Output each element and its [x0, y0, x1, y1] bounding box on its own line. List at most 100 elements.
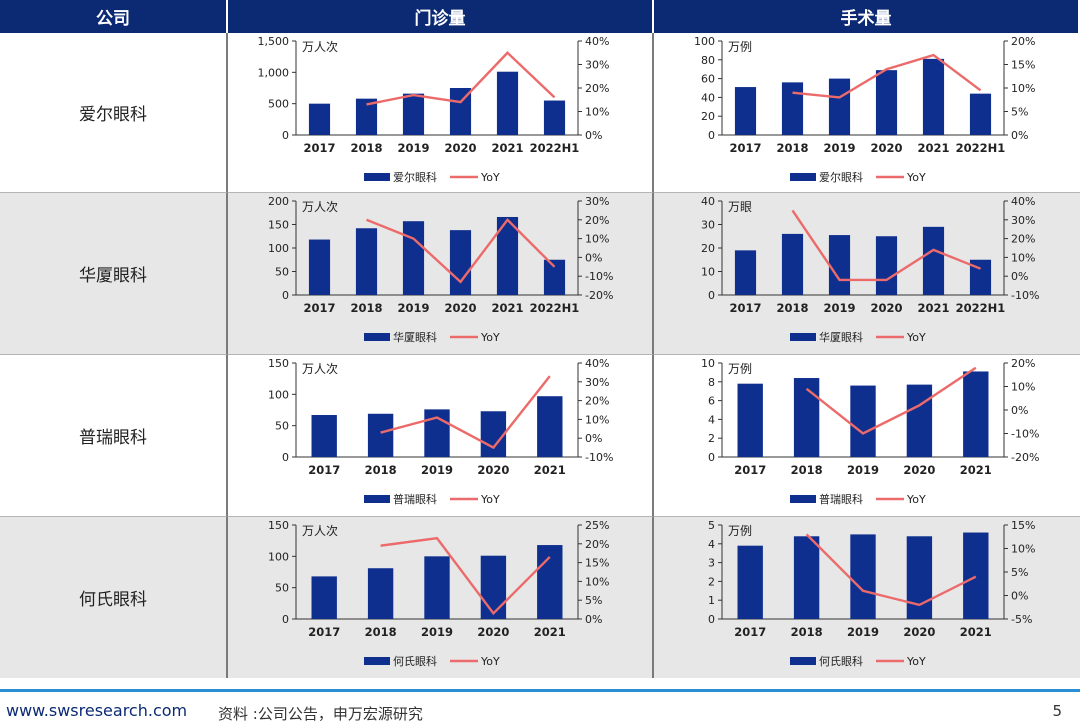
y2-tick-label: 40%: [585, 357, 609, 370]
y-tick-label: 1,500: [258, 35, 290, 48]
x-tick-label: 2019: [397, 141, 429, 155]
bar: [355, 98, 378, 135]
page-number: 5: [1052, 702, 1062, 720]
y-tick-label: 50: [275, 420, 289, 433]
y-tick-label: 0: [282, 451, 289, 464]
y-tick-label: 40: [701, 195, 715, 208]
x-tick-label: 2018: [365, 625, 397, 639]
y2-tick-label: 40%: [585, 35, 609, 48]
y2-tick-label: 30%: [585, 376, 609, 389]
x-tick-label: 2021: [917, 301, 949, 315]
y-tick-label: 20: [701, 242, 715, 255]
surgery-chart: 40 30 20 10 0 40% 30% 20% 10% 0% -10% 万眼 2017 2018 201…: [701, 195, 1039, 344]
bar: [963, 371, 989, 457]
y-tick-label: 0: [282, 129, 289, 142]
yoy-line: [805, 533, 977, 607]
y-tick-label: 100: [268, 242, 289, 255]
x-tick-label: 2019: [847, 463, 879, 477]
unit-label: 万例: [728, 40, 752, 54]
y2-tick-label: 20%: [585, 214, 609, 227]
legend-bar-swatch: [364, 657, 390, 665]
legend-yoy-label: YoY: [906, 655, 926, 668]
x-tick-label: 2019: [421, 625, 453, 639]
bar: [969, 93, 992, 135]
x-tick-label: 2020: [903, 463, 935, 477]
outpatient-chart-cell: 150 100 50 0 40% 30% 20% 10% 0% -10% 万人次 2017 2018 20…: [228, 355, 654, 517]
yoy-line: [805, 366, 977, 435]
bar: [737, 383, 763, 457]
y2-tick-label: 0%: [585, 613, 602, 626]
x-tick-label: 2018: [776, 141, 808, 155]
bar: [402, 221, 425, 295]
y-tick-label: 50: [275, 582, 289, 595]
y2-tick-label: 20%: [585, 538, 609, 551]
y2-tick-label: 20%: [585, 395, 609, 408]
x-tick-label: 2018: [776, 301, 808, 315]
bar: [828, 235, 851, 295]
outpatient-chart: 200 150 100 50 0 30% 20% 10% 0% -10% -20% 万人次 2017 20…: [268, 195, 613, 344]
y2-tick-label: 10%: [1011, 82, 1035, 95]
x-tick-label: 2018: [791, 625, 823, 639]
company-name: 何氏眼科: [0, 517, 228, 678]
bar: [496, 216, 519, 295]
bar: [906, 536, 933, 619]
y2-tick-label: 5%: [585, 594, 602, 607]
bar: [308, 103, 331, 135]
legend-series-label: 何氏眼科: [393, 654, 437, 668]
x-tick-label: 2021: [917, 141, 949, 155]
bar: [793, 378, 820, 457]
bar: [311, 415, 337, 457]
x-tick-label: 2020: [870, 141, 902, 155]
y2-tick-label: 0%: [1011, 590, 1028, 603]
x-tick-label: 2021: [960, 463, 992, 477]
x-tick-label: 2019: [421, 463, 453, 477]
bar: [737, 545, 763, 619]
bar: [402, 93, 425, 135]
y-tick-label: 10: [701, 357, 715, 370]
x-tick-label: 2018: [350, 301, 382, 315]
bar: [781, 233, 804, 295]
x-tick-label: 2017: [734, 625, 766, 639]
legend-series-label: 普瑞眼科: [819, 492, 863, 506]
x-tick-label: 2017: [308, 625, 340, 639]
y2-tick-label: 40%: [1011, 195, 1035, 208]
x-tick-label: 2019: [823, 141, 855, 155]
surgery-chart-cell: 100 80 60 40 20 0 20% 15% 10% 5% 0% 万例 2017 2018 2019 2…: [654, 33, 1080, 193]
footer-url[interactable]: www.swsresearch.com: [6, 701, 188, 720]
bar: [781, 82, 804, 135]
y2-tick-label: 10%: [1011, 251, 1035, 264]
y2-tick-label: 0%: [1011, 404, 1028, 417]
legend-bar-swatch: [790, 495, 816, 503]
bar: [480, 555, 507, 619]
legend-yoy-label: YoY: [906, 331, 926, 344]
y2-tick-label: 20%: [1011, 357, 1035, 370]
legend-yoy-label: YoY: [906, 493, 926, 506]
x-tick-label: 2018: [365, 463, 397, 477]
x-tick-label: 2019: [847, 625, 879, 639]
company-name: 华厦眼科: [0, 193, 228, 355]
y2-tick-label: 15%: [1011, 59, 1035, 72]
y2-tick-label: 0%: [1011, 129, 1028, 142]
outpatient-chart-cell: 150 100 50 0 25% 20% 15% 10% 5% 0% 万人次 2017 2018 2019…: [228, 517, 654, 678]
bar: [367, 568, 394, 619]
y2-tick-label: 0%: [1011, 270, 1028, 283]
legend-bar-swatch: [364, 173, 390, 181]
y-tick-label: 150: [268, 519, 289, 532]
unit-label: 万眼: [728, 200, 752, 214]
bar: [734, 87, 757, 135]
y-tick-label: 1: [708, 594, 715, 607]
y-tick-label: 1,000: [258, 66, 290, 79]
y-tick-label: 4: [708, 413, 715, 426]
y-tick-label: 0: [708, 289, 715, 302]
legend-bar-swatch: [364, 333, 390, 341]
y2-tick-label: -20%: [585, 289, 613, 302]
legend-series-label: 爱尔眼科: [393, 170, 437, 184]
legend-bar-swatch: [790, 333, 816, 341]
y2-tick-label: -10%: [1011, 289, 1039, 302]
y2-tick-label: -10%: [585, 270, 613, 283]
y2-tick-label: 5%: [1011, 106, 1028, 119]
y2-tick-label: 20%: [1011, 35, 1035, 48]
y2-tick-label: 10%: [1011, 543, 1035, 556]
y2-tick-label: 10%: [1011, 381, 1035, 394]
y-tick-label: 60: [701, 73, 715, 86]
